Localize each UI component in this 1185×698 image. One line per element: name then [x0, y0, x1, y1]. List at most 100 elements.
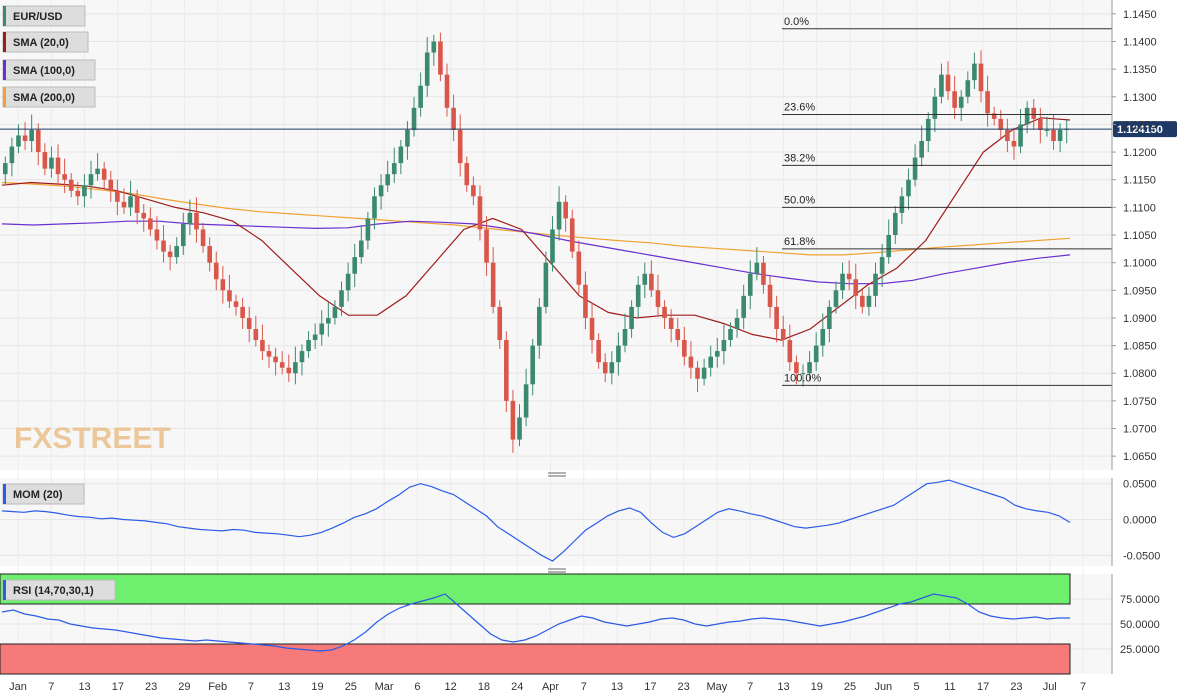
mom-tick-label: 0.0500 [1123, 479, 1157, 491]
y-tick-label: 1.0800 [1123, 368, 1157, 380]
fib-level-label: 0.0% [784, 16, 809, 28]
y-tick-label: 1.1100 [1123, 202, 1156, 214]
candle-body [339, 290, 344, 307]
candle-body [556, 201, 562, 230]
candle-body [536, 306, 542, 346]
candle-body [754, 262, 760, 274]
x-tick-label: 7 [747, 681, 753, 693]
candle-body [866, 295, 872, 307]
candle-body [279, 362, 285, 368]
candle-body [972, 63, 977, 81]
rsi-indicator [0, 573, 1071, 675]
legend-sma100-label: SMA (100,0) [13, 65, 75, 77]
legend-rsi[interactable]: RSI (14,70,30,1) [2, 579, 116, 601]
candle-body [846, 273, 852, 280]
candle-body [1024, 107, 1030, 125]
x-tick-label: 13 [611, 681, 623, 693]
candle-body [148, 218, 153, 230]
legend-sma20[interactable]: SMA (20,0) [2, 31, 89, 53]
sma20-line [1, 117, 1071, 341]
mom-tick-label: 0.0000 [1123, 514, 1157, 526]
legend-rsi-label: RSI (14,70,30,1) [13, 585, 94, 597]
candle-body [29, 129, 34, 141]
candle-body [22, 135, 28, 141]
candle-body [886, 235, 892, 258]
candle-body [128, 196, 133, 208]
candle-body [576, 251, 582, 285]
candle-body [101, 168, 107, 180]
candle-body [609, 362, 615, 374]
price-axis[interactable]: 1.1450 1.1400 1.1350 1.1300 1.1250 1.1200 1.11… [1111, 0, 1160, 674]
candle-body [932, 96, 938, 119]
candle-body [721, 340, 727, 352]
candle-body [530, 345, 536, 385]
candle-body [108, 179, 114, 191]
candle-body [121, 201, 127, 208]
candle-body [708, 356, 714, 368]
legend-eurusd[interactable]: EUR/USD [2, 5, 86, 27]
candle-body [596, 340, 601, 363]
candle-body [312, 334, 318, 341]
candle-body [365, 218, 371, 241]
candle-body [780, 329, 786, 341]
fib-level-label: 50.0% [784, 194, 815, 206]
candle-body [543, 262, 549, 307]
candle-body [662, 306, 667, 318]
candle-body [398, 146, 404, 164]
x-tick-label: 24 [511, 681, 523, 693]
x-tick-label: 5 [914, 681, 920, 693]
y-tick-label: 1.0750 [1123, 396, 1157, 408]
candle-body [616, 345, 621, 363]
panel-resize-handle-2[interactable] [548, 568, 566, 573]
candle-body [853, 279, 859, 296]
legend-sma200[interactable]: SMA (200,0) [2, 86, 96, 108]
candle-body [998, 118, 1004, 130]
candle-body [833, 290, 839, 307]
candle-body [958, 96, 964, 108]
time-axis[interactable]: Jan 7 13 17 23 29 Feb 7 13 19 25 Mar 6 12 18 24 Apr 7 13 17… [9, 681, 1086, 693]
candle-body [88, 174, 94, 186]
candle-body [9, 146, 15, 164]
x-tick-label: 7 [248, 681, 254, 693]
candle-body [978, 63, 984, 92]
candle-body [734, 317, 740, 329]
legend-mom[interactable]: MOM (20) [2, 483, 85, 505]
candle-body [728, 329, 733, 341]
candle-body [635, 284, 641, 307]
last-price-label: 1.124150 [1117, 124, 1163, 136]
x-tick-label: 25 [844, 681, 856, 693]
candle-body [1031, 107, 1037, 119]
x-tick-label: 29 [178, 681, 190, 693]
candle-body [358, 240, 364, 258]
candle-body [299, 351, 305, 363]
candle-body [1057, 129, 1063, 141]
candle-body [405, 129, 410, 147]
candle-body [293, 362, 298, 374]
candle-body [200, 229, 206, 247]
x-tick-label: 12 [445, 681, 457, 693]
sma-lines [1, 117, 1071, 341]
legend-sma100[interactable]: SMA (100,0) [2, 59, 96, 81]
candle-body [385, 174, 390, 186]
candle-body [260, 340, 265, 352]
x-tick-label: May [707, 681, 728, 693]
candle-body [207, 246, 212, 263]
panel-resize-handle-1[interactable] [548, 472, 566, 477]
x-tick-label: 13 [278, 681, 290, 693]
y-tick-label: 1.1350 [1123, 64, 1157, 76]
legend-sma20-label: SMA (20,0) [13, 37, 69, 49]
candle-body [273, 356, 278, 363]
momentum-indicator [1, 479, 1071, 562]
x-tick-label: 23 [1010, 681, 1022, 693]
candle-body [326, 317, 331, 324]
y-tick-label: 1.0850 [1123, 341, 1157, 353]
candle-body [35, 129, 41, 153]
rsi-oversold-zone [0, 643, 1071, 675]
candle-body [774, 306, 779, 329]
candle-body [550, 229, 555, 263]
x-tick-label: 19 [811, 681, 823, 693]
candle-body [807, 362, 812, 374]
candle-body [471, 185, 476, 197]
candle-body [622, 329, 628, 346]
